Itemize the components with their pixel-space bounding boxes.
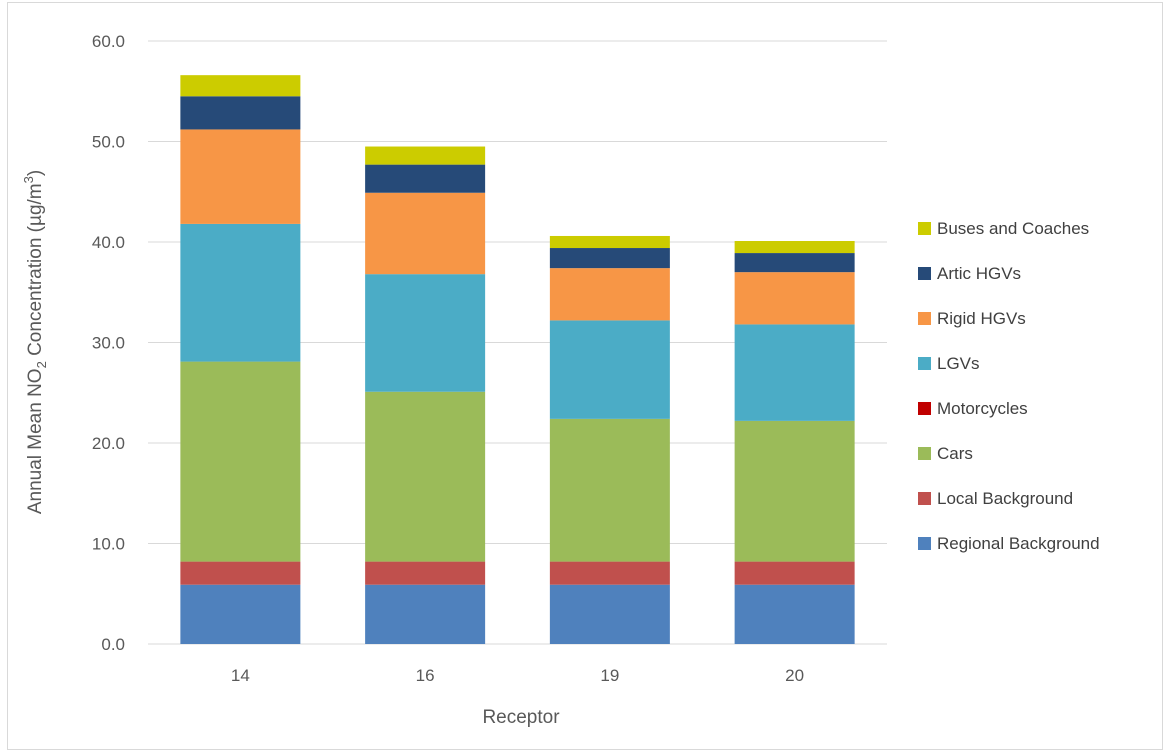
bar-segment-artic-hgvs-20 xyxy=(734,253,855,273)
bar-segment-regional-background-20 xyxy=(734,584,855,644)
y-tick-label: 0.0 xyxy=(101,635,125,654)
x-tick-label: 16 xyxy=(416,666,435,685)
bar-segment-artic-hgvs-16 xyxy=(365,164,486,193)
legend-swatch-buses-and-coaches xyxy=(918,222,931,235)
bar-segment-lgvs-14 xyxy=(180,223,301,362)
y-axis-title-middle: Concentration (µg/m xyxy=(25,183,46,361)
bar-segment-buses-and-coaches-14 xyxy=(180,75,301,97)
legend-swatch-local-background xyxy=(918,492,931,505)
bars xyxy=(180,75,855,644)
x-tick-label: 19 xyxy=(600,666,619,685)
legend-label: LGVs xyxy=(937,354,980,373)
legend-swatch-motorcycles xyxy=(918,402,931,415)
bar-segment-local-background-14 xyxy=(180,561,301,585)
y-tick-label: 10.0 xyxy=(92,535,125,554)
bar-segment-lgvs-16 xyxy=(365,274,486,392)
y-tick-label: 50.0 xyxy=(92,133,125,152)
bar-segment-lgvs-20 xyxy=(734,324,855,421)
legend: Buses and Coaches Artic HGVs Rigid HGVs LGV… xyxy=(918,219,1100,553)
legend-swatch-rigid-hgvs xyxy=(918,312,931,325)
legend-swatch-regional-background xyxy=(918,537,931,550)
bar-segment-artic-hgvs-19 xyxy=(549,248,670,269)
bar-segment-cars-14 xyxy=(180,361,301,562)
bar-segment-local-background-19 xyxy=(549,561,670,585)
legend-label: Cars xyxy=(937,444,973,463)
bar-segment-buses-and-coaches-16 xyxy=(365,146,486,165)
bar-segment-rigid-hgvs-14 xyxy=(180,129,301,224)
bar-segment-rigid-hgvs-20 xyxy=(734,272,855,325)
y-axis-tick-labels: 0.0 10.0 20.0 30.0 40.0 50.0 60.0 xyxy=(92,32,125,654)
y-tick-label: 30.0 xyxy=(92,334,125,353)
bar-segment-cars-20 xyxy=(734,420,855,562)
y-tick-label: 60.0 xyxy=(92,32,125,51)
legend-swatch-cars xyxy=(918,447,931,460)
legend-label: Regional Background xyxy=(937,534,1100,553)
bar-segment-regional-background-16 xyxy=(365,584,486,644)
legend-label: Artic HGVs xyxy=(937,264,1021,283)
bar-segment-buses-and-coaches-20 xyxy=(734,240,855,254)
y-tick-label: 20.0 xyxy=(92,434,125,453)
y-axis-title: Annual Mean NO2 Concentration (µg/m3) xyxy=(21,170,49,514)
legend-label: Motorcycles xyxy=(937,399,1028,418)
legend-swatch-lgvs xyxy=(918,357,931,370)
legend-swatch-artic-hgvs xyxy=(918,267,931,280)
x-tick-label: 14 xyxy=(231,666,250,685)
bar-segment-cars-16 xyxy=(365,391,486,562)
y-axis-title-suffix: ) xyxy=(25,170,46,176)
bar-segment-lgvs-19 xyxy=(549,320,670,419)
y-tick-label: 40.0 xyxy=(92,233,125,252)
y-axis-title-subscript: 2 xyxy=(34,361,49,368)
bar-segment-rigid-hgvs-19 xyxy=(549,268,670,321)
legend-label: Buses and Coaches xyxy=(937,219,1089,238)
bar-segment-rigid-hgvs-16 xyxy=(365,192,486,275)
legend-label: Rigid HGVs xyxy=(937,309,1026,328)
bar-segment-local-background-20 xyxy=(734,561,855,585)
bar-segment-regional-background-19 xyxy=(549,584,670,644)
bar-segment-regional-background-14 xyxy=(180,584,301,644)
y-axis-title-prefix: Annual Mean NO xyxy=(25,368,46,514)
bar-segment-buses-and-coaches-19 xyxy=(549,235,670,249)
bar-segment-cars-19 xyxy=(549,418,670,562)
bar-segment-local-background-16 xyxy=(365,561,486,585)
legend-label: Local Background xyxy=(937,489,1073,508)
x-axis-title: Receptor xyxy=(482,707,560,728)
bar-segment-artic-hgvs-14 xyxy=(180,96,301,130)
y-axis-title-superscript: 3 xyxy=(21,176,36,183)
x-tick-label: 20 xyxy=(785,666,804,685)
x-axis-tick-labels: 14 16 19 20 xyxy=(231,666,804,685)
